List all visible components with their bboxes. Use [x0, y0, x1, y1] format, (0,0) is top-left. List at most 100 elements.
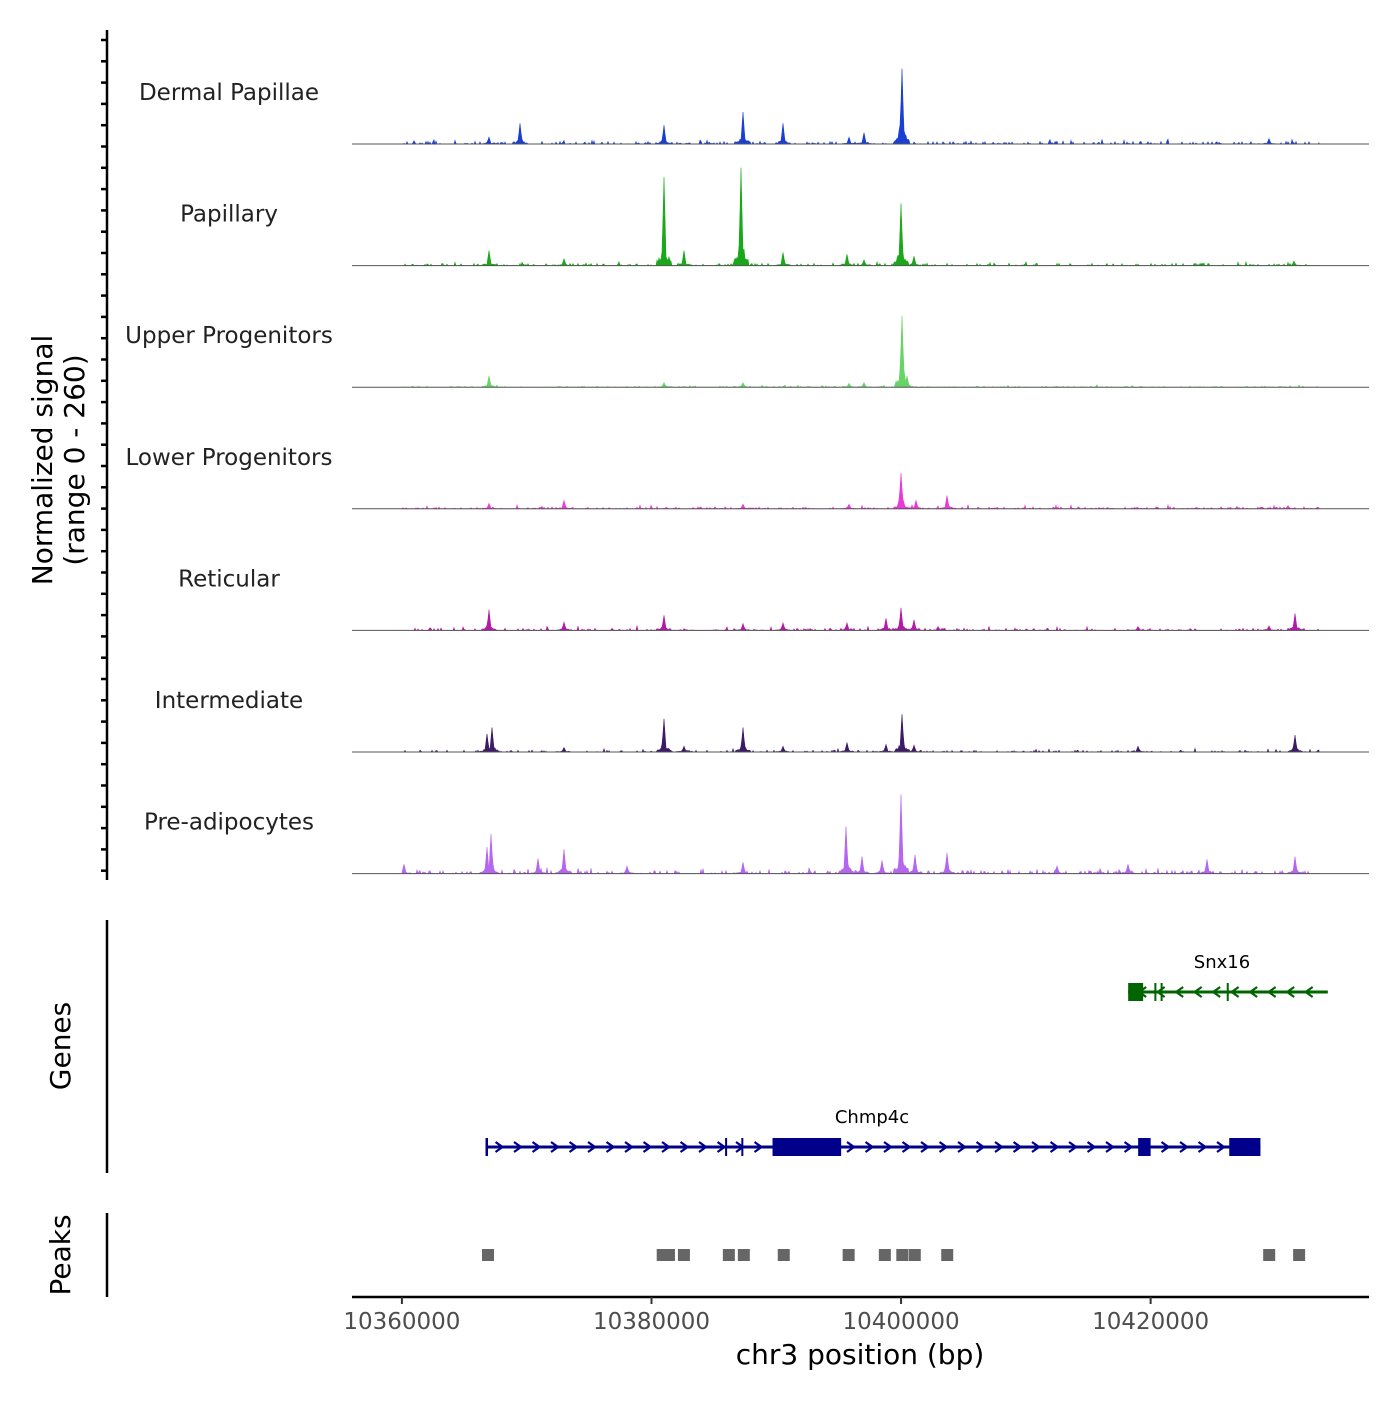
strand-arrow: [1192, 986, 1203, 998]
peak-marker: [482, 1249, 495, 1261]
peak-markers: [482, 1249, 1306, 1261]
strand-arrow: [1049, 1141, 1060, 1153]
x-axis-title: chr3 position (bp): [736, 1338, 985, 1371]
track-label: Papillary: [180, 202, 278, 228]
track-papillary: Papillary: [180, 167, 1369, 267]
peak-marker: [878, 1249, 891, 1261]
gene-exon: [725, 1138, 728, 1156]
signal-area: [401, 794, 1319, 875]
strand-arrow: [901, 1141, 912, 1153]
strand-arrow: [938, 1141, 949, 1153]
genes-axis-title: Genes: [44, 1002, 77, 1090]
x-tick-label: 10380000: [593, 1309, 710, 1335]
peak-marker: [941, 1249, 954, 1261]
strand-arrow: [513, 1141, 523, 1153]
strand-arrow: [494, 1141, 505, 1153]
peak-marker: [1293, 1249, 1306, 1261]
track-upper-progenitors: Upper Progenitors: [125, 315, 1369, 388]
track-intermediate: Intermediate: [155, 688, 1369, 753]
peak-marker: [842, 1249, 855, 1261]
track-label: Dermal Papillae: [139, 80, 319, 106]
strand-arrow: [753, 1141, 764, 1153]
gene-exon: [485, 1138, 489, 1156]
strand-arrow: [864, 1141, 875, 1153]
gene-snx16: Snx16: [1128, 952, 1328, 1001]
gene-exon: [1226, 983, 1229, 1001]
strand-arrow: [1086, 1141, 1097, 1153]
strand-arrow: [1031, 1141, 1041, 1153]
strand-arrow: [1211, 986, 1221, 998]
peak-marker: [1263, 1249, 1276, 1261]
strand-arrow: [587, 1141, 597, 1153]
track-pre-adipocytes: Pre-adipocytes: [144, 794, 1369, 875]
strand-arrow: [1123, 1141, 1134, 1153]
x-tick-label: 10400000: [843, 1309, 960, 1335]
signal-axis-title: Normalized signal: [26, 335, 59, 586]
track-label: Upper Progenitors: [125, 323, 333, 349]
track-dermal-papillae: Dermal Papillae: [139, 68, 1369, 146]
gene-exon: [772, 1138, 842, 1156]
signal-area: [401, 472, 1320, 510]
gene-label: Snx16: [1194, 952, 1250, 973]
x-tick-label: 10420000: [1092, 1309, 1209, 1335]
strand-arrow: [975, 1141, 986, 1153]
strand-arrow: [550, 1141, 560, 1153]
strand-arrow: [661, 1141, 671, 1153]
peak-marker: [777, 1249, 790, 1261]
signal-area: [402, 167, 1319, 267]
strand-arrow: [1266, 986, 1277, 998]
strand-arrow: [1105, 1141, 1115, 1153]
track-label: Pre-adipocytes: [144, 810, 314, 836]
strand-arrow: [679, 1141, 690, 1153]
strand-arrow: [920, 1141, 930, 1153]
strand-arrow: [846, 1141, 856, 1153]
strand-arrow: [1248, 986, 1258, 998]
gene-exon: [1229, 1138, 1261, 1156]
x-tick-label: 10360000: [343, 1309, 460, 1335]
strand-arrow: [698, 1141, 708, 1153]
strand-arrow: [994, 1141, 1004, 1153]
strand-arrow: [642, 1141, 653, 1153]
signal-area: [413, 607, 1320, 632]
strand-arrow: [568, 1141, 579, 1153]
strand-arrow: [605, 1141, 616, 1153]
strand-arrow: [1160, 1141, 1171, 1153]
strand-arrow: [957, 1141, 967, 1153]
track-label: Lower Progenitors: [126, 445, 333, 471]
peak-marker: [908, 1249, 921, 1261]
strand-arrow: [1285, 986, 1295, 998]
gene-chmp4c: Chmp4c: [485, 1107, 1261, 1156]
strand-arrow: [1179, 1141, 1189, 1153]
gene-exon: [1154, 983, 1157, 1001]
peak-marker: [737, 1249, 750, 1261]
signal-y-ticks: [101, 38, 107, 872]
strand-arrow: [883, 1141, 893, 1153]
strand-arrow: [1174, 986, 1184, 998]
signal-area: [402, 68, 1320, 146]
strand-arrow: [531, 1141, 542, 1153]
track-label: Intermediate: [155, 688, 303, 714]
strand-arrow: [1229, 986, 1240, 998]
coverage-tracks: Dermal Papillae Papillary Upper Progenitor…: [125, 68, 1369, 875]
strand-arrow: [716, 1141, 727, 1153]
peak-marker: [896, 1249, 909, 1261]
track-reticular: Reticular: [178, 566, 1369, 632]
gene-label: Chmp4c: [835, 1107, 909, 1128]
strand-arrow: [1303, 986, 1314, 998]
peak-marker: [677, 1249, 690, 1261]
gene-exon: [1138, 1138, 1151, 1156]
peaks-axis-title: Peaks: [44, 1214, 77, 1295]
signal-area: [402, 315, 1319, 388]
peak-marker: [662, 1249, 675, 1261]
gene-exon: [741, 1138, 744, 1156]
signal-axis-range: (range 0 - 260): [58, 354, 91, 565]
track-lower-progenitors: Lower Progenitors: [126, 445, 1369, 510]
strand-arrow: [1197, 1141, 1208, 1153]
strand-arrow: [1216, 1141, 1226, 1153]
gene-exon: [1128, 983, 1144, 1001]
signal-area: [402, 714, 1320, 753]
gene-exon: [1160, 983, 1163, 1001]
peak-marker: [722, 1249, 735, 1261]
